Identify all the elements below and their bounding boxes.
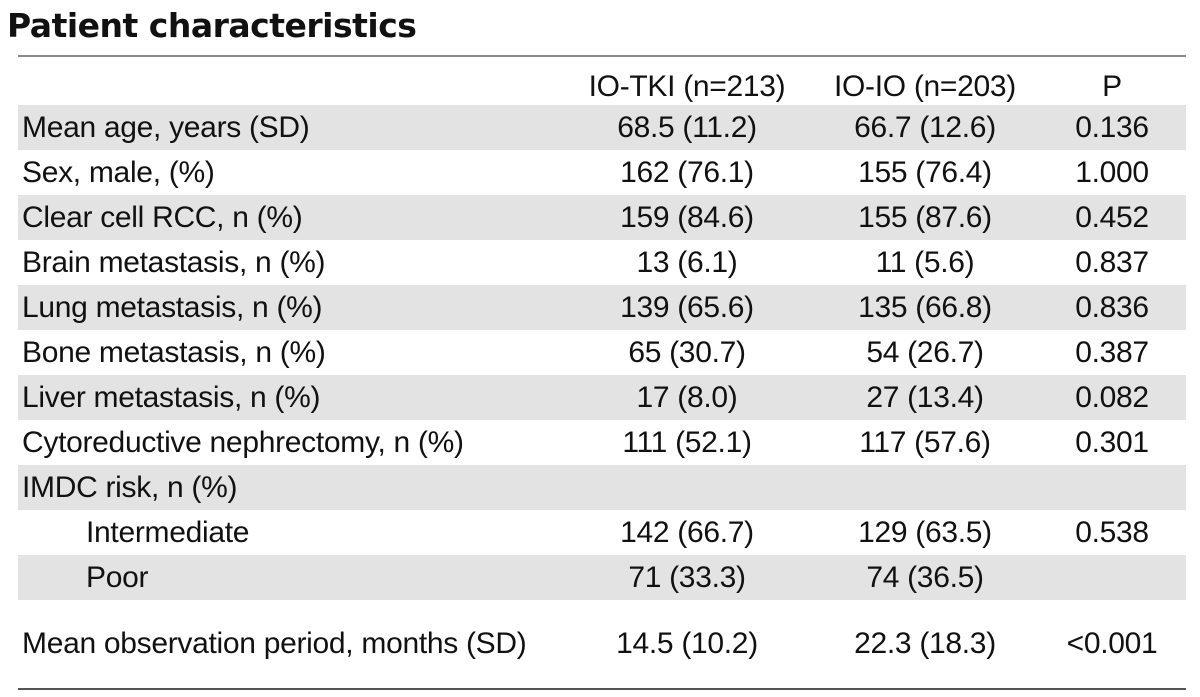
row-label: Mean observation period, months (SD) [22, 627, 527, 660]
p-value: 0.082 [1038, 375, 1186, 420]
io-tki-value: 71 (33.3) [562, 555, 812, 600]
io-tki-value [562, 465, 812, 510]
io-io-value: 27 (13.4) [812, 375, 1038, 420]
p-value: 0.452 [1038, 195, 1186, 240]
p-value: 0.837 [1075, 245, 1149, 279]
table-row: IMDC risk, n (%) [18, 465, 1186, 510]
table-row: Sex, male, (%) 162 (76.1) 155 (76.4) 1.0… [18, 150, 1186, 195]
io-io-value: 11 (5.6) [875, 245, 975, 279]
p-value: 0.387 [1075, 335, 1149, 369]
table-row: Lung metastasis, n (%) 139 (65.6) 135 (6… [18, 285, 1186, 330]
io-tki-value: 142 (66.7) [620, 515, 754, 549]
table-row: Liver metastasis, n (%) 17 (8.0) 27 (13.… [18, 375, 1186, 420]
row-label: Brain metastasis, n (%) [22, 245, 326, 279]
io-io-value: 129 (63.5) [858, 515, 992, 549]
row-label: Lung metastasis, n (%) [18, 285, 562, 330]
io-tki-value: 13 (6.1) [636, 245, 738, 279]
patient-characteristics-table: IO-TKI (n=213) IO-IO (n=203) P Mean age,… [18, 55, 1186, 690]
p-value: 0.136 [1038, 105, 1186, 150]
table-row: Clear cell RCC, n (%) 159 (84.6) 155 (87… [18, 195, 1186, 240]
table-row: Bone metastasis, n (%) 65 (30.7) 54 (26.… [18, 330, 1186, 375]
table-row: Brain metastasis, n (%) 13 (6.1) 11 (5.6… [18, 240, 1186, 285]
p-value: 0.538 [1075, 515, 1149, 549]
io-io-value: 74 (36.5) [812, 555, 1038, 600]
io-tki-value: 68.5 (11.2) [562, 105, 812, 150]
table-row: Mean observation period, months (SD) 14.… [18, 600, 1186, 689]
io-tki-value: 159 (84.6) [562, 195, 812, 240]
row-label: Liver metastasis, n (%) [18, 375, 562, 420]
p-value: 0.836 [1038, 285, 1186, 330]
io-tki-value: 14.5 (10.2) [616, 627, 758, 660]
io-io-value: 22.3 (18.3) [854, 627, 996, 660]
header-label [18, 56, 562, 105]
row-label: Bone metastasis, n (%) [22, 335, 326, 369]
io-tki-value: 65 (30.7) [628, 335, 746, 369]
io-io-value: 155 (76.4) [858, 155, 992, 189]
io-tki-value: 162 (76.1) [620, 155, 754, 189]
io-tki-value: 139 (65.6) [562, 285, 812, 330]
row-label: Clear cell RCC, n (%) [18, 195, 562, 240]
io-io-value: 135 (66.8) [812, 285, 1038, 330]
io-tki-value: 17 (8.0) [562, 375, 812, 420]
page-title: Patient characteristics [7, 6, 417, 45]
p-value: 1.000 [1075, 155, 1149, 189]
table-row: Poor 71 (33.3) 74 (36.5) [18, 555, 1186, 600]
row-label: Intermediate [86, 515, 250, 549]
row-label: Poor [18, 555, 562, 600]
row-label: Sex, male, (%) [22, 155, 215, 189]
table-row: Mean age, years (SD) 68.5 (11.2) 66.7 (1… [18, 105, 1186, 150]
row-label: Cytoreductive nephrectomy, n (%) [22, 425, 464, 459]
p-value: 0.301 [1075, 425, 1149, 459]
io-io-value: 66.7 (12.6) [812, 105, 1038, 150]
table-row: Intermediate 142 (66.7) 129 (63.5) 0.538 [18, 510, 1186, 555]
row-label: IMDC risk, n (%) [18, 465, 562, 510]
p-value [1038, 555, 1186, 600]
io-tki-value: 111 (52.1) [622, 425, 752, 459]
header-io-io: IO-IO (n=203) [833, 70, 1016, 103]
p-value: <0.001 [1066, 627, 1158, 660]
io-io-value: 54 (26.7) [866, 335, 984, 369]
header-p-value: P [1102, 70, 1122, 103]
table-header-row: IO-TKI (n=213) IO-IO (n=203) P [18, 56, 1186, 105]
io-io-value [812, 465, 1038, 510]
header-io-tki: IO-TKI (n=213) [588, 70, 786, 103]
io-io-value: 155 (87.6) [812, 195, 1038, 240]
row-label: Mean age, years (SD) [18, 105, 562, 150]
p-value [1038, 465, 1186, 510]
io-io-value: 117 (57.6) [859, 425, 991, 459]
table-row: Cytoreductive nephrectomy, n (%) 111 (52… [18, 420, 1186, 465]
